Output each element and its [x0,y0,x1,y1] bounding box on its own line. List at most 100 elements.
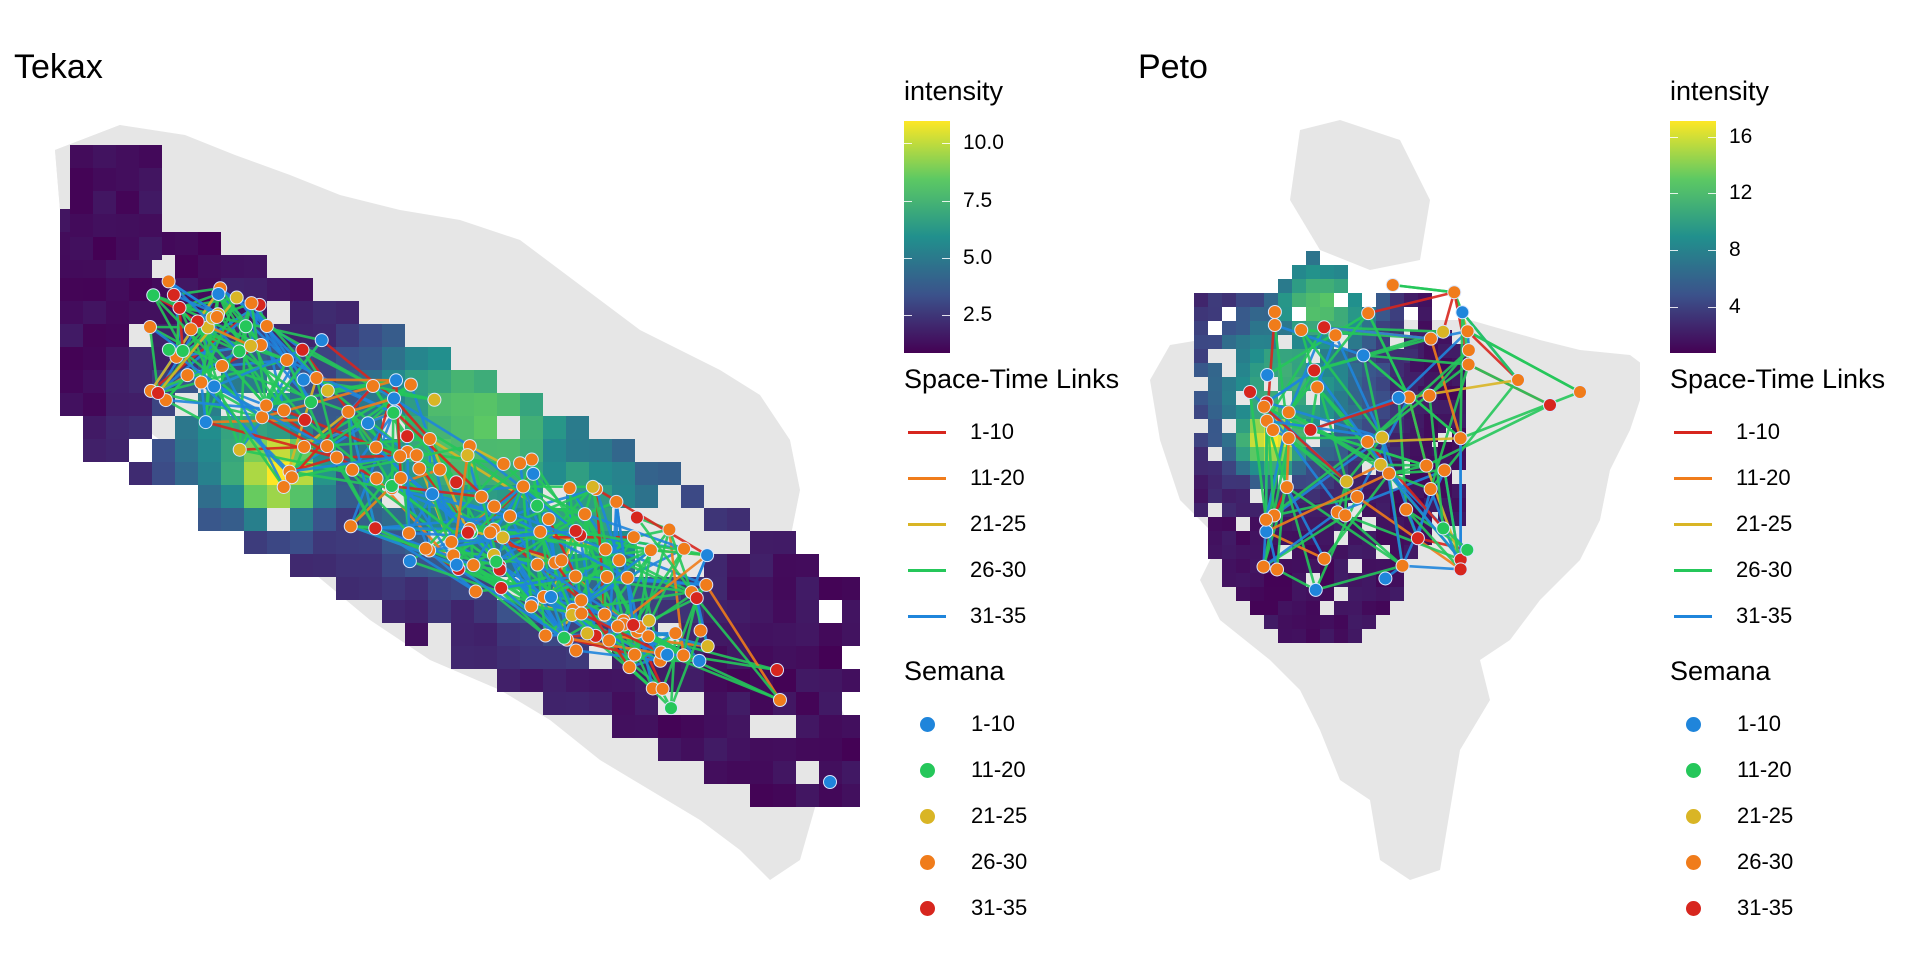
point-swatch [1686,900,1701,916]
intensity-cell [83,347,106,370]
case-point [494,581,509,596]
colorbar-tick-label: 16 [1729,125,1753,148]
intensity-cell [842,577,860,600]
link-line [165,398,207,424]
case-point [700,548,715,563]
intensity-cell [1222,559,1236,573]
intensity-cell [1334,601,1348,615]
link-line [1323,472,1391,560]
case-point [526,466,541,481]
intensity-cell [1208,307,1222,321]
case-point [1281,431,1296,446]
case-point [444,535,459,550]
intensity-cell [1292,615,1306,629]
intensity-cell [1222,531,1236,545]
case-point [146,288,161,303]
link-line [509,515,629,579]
case-point [466,558,481,573]
link-line [424,547,477,593]
intensity-cell [1236,503,1250,517]
intensity-cell [612,462,635,485]
intensity-cell [1236,587,1250,601]
case-point [207,379,222,394]
case-point [530,557,545,572]
intensity-cell [1306,489,1320,503]
link-line [1388,469,1445,475]
case-point [562,481,577,496]
intensity-cell [1264,293,1278,307]
colorbar-tick-label: 2.5 [963,303,993,326]
intensity-cell [1236,475,1250,489]
intensity-cell [1222,447,1236,461]
case-point [369,440,384,455]
intensity-cell [474,393,497,416]
line-swatch [908,614,946,618]
intensity-cell [1376,601,1390,615]
colorbar-tick-label: 12 [1729,181,1753,204]
link-line [1407,397,1428,466]
intensity-cell [566,692,589,715]
case-point [1310,380,1325,395]
case-point [1243,385,1257,399]
semana-legend-label: 11-20 [971,757,1026,782]
intensity-cell [1236,335,1250,349]
case-point [1307,363,1322,378]
link-line [1344,514,1462,561]
case-point [209,309,224,324]
link-line [1334,334,1384,438]
intensity-cell [336,577,359,600]
intensity-cell [497,393,520,416]
intensity-cell [750,761,773,784]
case-point [384,479,399,494]
intensity-cell [1390,587,1404,601]
case-point [183,322,198,337]
link-line [1299,329,1319,388]
link-line [616,626,631,668]
case-point [1437,463,1452,478]
case-point [1308,582,1323,597]
intensity-cell [1334,615,1348,629]
intensity-cell [1334,307,1348,321]
intensity-cell [1306,265,1320,279]
intensity-cell [750,577,773,600]
case-point [393,471,408,486]
intensity-cell [1306,601,1320,615]
intensity-cell [750,623,773,646]
case-point [577,507,592,522]
intensity-cell [658,738,681,761]
intensity-cell [93,145,116,168]
intensity-cell [1194,405,1208,419]
case-point [166,287,181,302]
intensity-cell [70,145,93,168]
intensity-cell [1348,293,1362,307]
case-point [1260,368,1275,383]
semana-legend-label: 1-10 [1737,711,1782,736]
links-legend: Space-Time Links 1-10 11-20 21-25 26-30 … [904,364,1119,639]
intensity-cell [1438,344,1452,358]
case-point [660,647,675,662]
link-line [1405,508,1462,571]
semana-legend-item: 11-20 [1670,747,1793,793]
intensity-cell [1320,489,1334,503]
link-line [1380,463,1427,467]
case-point [1360,434,1375,449]
case-point [568,643,583,658]
intensity-cell [198,508,221,531]
intensity-cell [1250,293,1264,307]
case-point [402,554,417,569]
link-line [550,595,636,656]
intensity-cell [474,623,497,646]
intensity-cell [1362,545,1376,559]
case-point [1294,322,1309,337]
line-swatch [1674,614,1712,618]
intensity-cell [681,485,704,508]
link-line [205,418,305,424]
links-legend-item: 21-25 [904,501,1119,547]
intensity-cell [175,462,198,485]
intensity-cell [1264,573,1278,587]
intensity-cell [1194,475,1208,489]
case-point [409,448,424,463]
intensity-cell [313,485,336,508]
link-line [1315,564,1403,592]
intensity-cell [1250,601,1264,615]
